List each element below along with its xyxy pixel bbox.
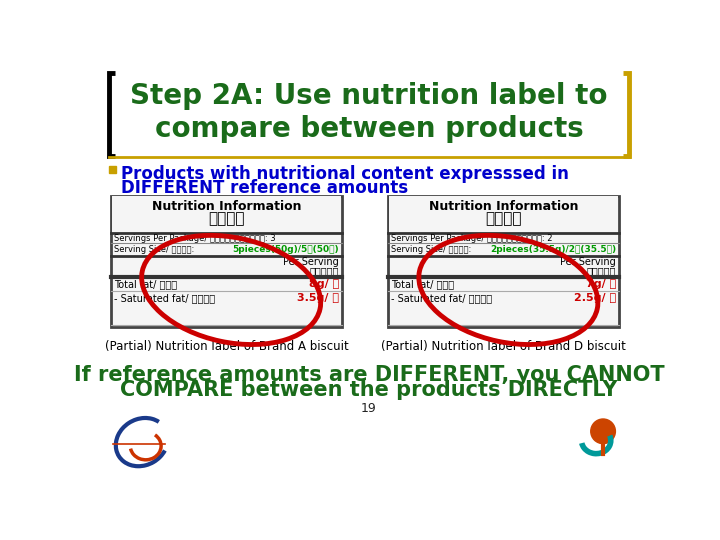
Text: Total fat/ 總脂肪: Total fat/ 總脂肪 xyxy=(392,279,454,289)
Text: Nutrition Information: Nutrition Information xyxy=(152,200,301,213)
Text: Serving Size/ 食用分量:: Serving Size/ 食用分量: xyxy=(114,245,194,254)
Bar xyxy=(389,195,618,233)
Text: Servings Per Package/ 每包裝所含食用分量數目: 2: Servings Per Package/ 每包裝所含食用分量數目: 2 xyxy=(392,234,553,243)
Text: DIFFERENT reference amounts: DIFFERENT reference amounts xyxy=(121,179,408,197)
Text: Per Serving: Per Serving xyxy=(560,257,616,267)
Text: (Partial) Nutrition label of Brand A biscuit: (Partial) Nutrition label of Brand A bis… xyxy=(104,340,348,354)
Text: 2.5g/ 克: 2.5g/ 克 xyxy=(574,293,616,303)
Bar xyxy=(111,195,342,327)
Text: 8g/ 克: 8g/ 克 xyxy=(309,279,339,289)
Text: 每食用分量: 每食用分量 xyxy=(310,267,339,276)
Text: COMPARE between the products DIRECTLY: COMPARE between the products DIRECTLY xyxy=(120,381,618,401)
Text: 營養資料: 營養資料 xyxy=(208,211,245,226)
Text: Per Serving: Per Serving xyxy=(283,257,339,267)
Text: 5pieces(50g)/5塊(50克): 5pieces(50g)/5塊(50克) xyxy=(233,245,339,254)
Text: 營養資料: 營養資料 xyxy=(485,211,522,226)
Bar xyxy=(388,195,619,327)
Text: Servings Per Package/ 每包裝所含食用分量數目: 3: Servings Per Package/ 每包裝所含食用分量數目: 3 xyxy=(114,234,276,243)
Text: 3.5g/ 克: 3.5g/ 克 xyxy=(297,293,339,303)
Bar xyxy=(112,195,341,233)
Text: If reference amounts are DIFFERENT, you CANNOT: If reference amounts are DIFFERENT, you … xyxy=(73,365,665,385)
Bar xyxy=(109,166,117,173)
Text: 19: 19 xyxy=(361,402,377,415)
Text: Total fat/ 總脂肪: Total fat/ 總脂肪 xyxy=(114,279,177,289)
Text: 2pieces(35.5g)/2塊(35.5克): 2pieces(35.5g)/2塊(35.5克) xyxy=(490,245,616,254)
Text: - Saturated fat/ 鳭和脂肪: - Saturated fat/ 鳭和脂肪 xyxy=(392,293,492,303)
Text: Products with nutritional content expresssed in: Products with nutritional content expres… xyxy=(121,165,569,183)
Text: - Saturated fat/ 鳭和脂肪: - Saturated fat/ 鳭和脂肪 xyxy=(114,293,215,303)
Text: (Partial) Nutrition label of Brand D biscuit: (Partial) Nutrition label of Brand D bis… xyxy=(382,340,626,354)
Text: Serving Size/ 食用分量:: Serving Size/ 食用分量: xyxy=(392,245,472,254)
Text: compare between products: compare between products xyxy=(155,115,583,143)
Circle shape xyxy=(590,419,616,444)
Text: 每食用分量: 每食用分量 xyxy=(587,267,616,276)
Text: 7g/ 克: 7g/ 克 xyxy=(586,279,616,289)
Text: Step 2A: Use nutrition label to: Step 2A: Use nutrition label to xyxy=(130,82,608,110)
Text: Nutrition Information: Nutrition Information xyxy=(429,200,578,213)
